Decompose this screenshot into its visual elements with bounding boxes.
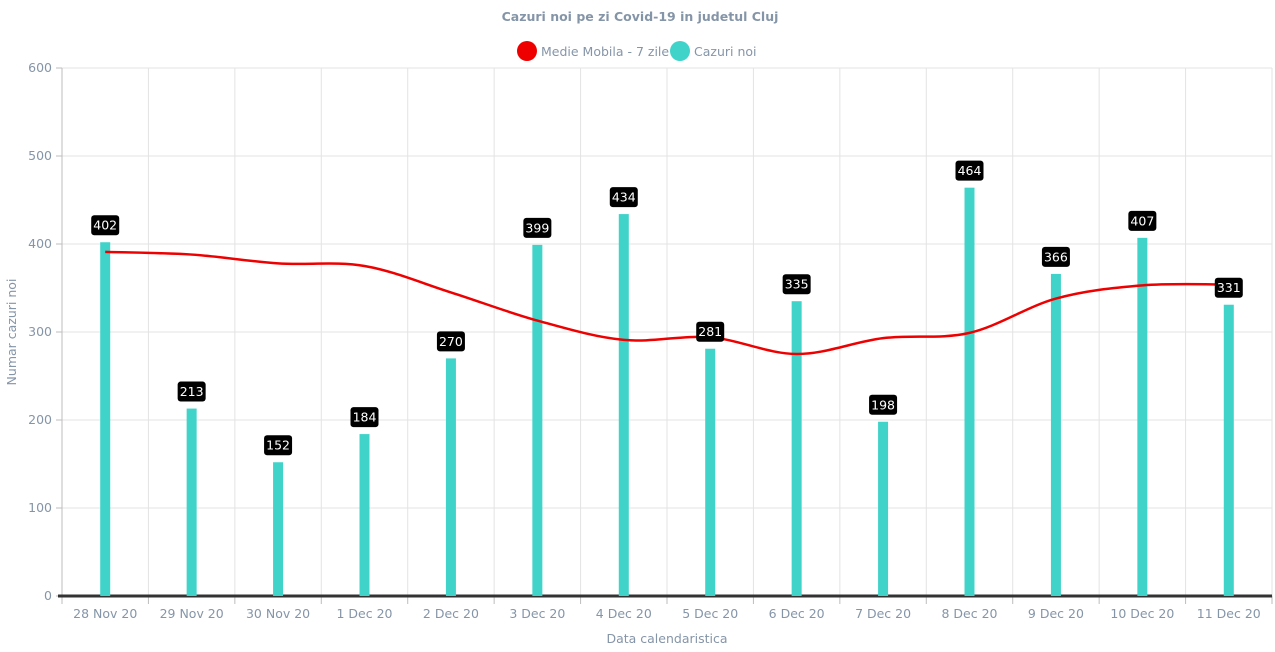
x-tick-label: 1 Dec 20: [337, 606, 393, 621]
data-label-text: 335: [785, 277, 809, 292]
data-label-box: [350, 407, 379, 428]
data-label-text: 366: [1044, 249, 1068, 264]
y-tick-label: 200: [28, 412, 52, 427]
data-label-text: 152: [266, 438, 290, 453]
data-label-text: 184: [353, 410, 377, 425]
bar[interactable]: [964, 187, 975, 596]
legend: Medie Mobila - 7 zile Cazuri noi: [517, 41, 757, 61]
bar[interactable]: [878, 421, 889, 596]
data-label-box: [177, 381, 206, 402]
data-label-text: 331: [1217, 280, 1241, 295]
x-axis-title: Data calendaristica: [606, 631, 727, 646]
y-tick-label: 600: [28, 60, 52, 75]
x-tick-label: 4 Dec 20: [596, 606, 652, 621]
x-tick-label: 5 Dec 20: [682, 606, 738, 621]
data-labels: 402 213 152 184 270 399 434 281 335 198 464 366 407 3…: [91, 160, 1243, 456]
bar[interactable]: [705, 348, 716, 596]
y-axis-ticks: 0 100 200 300 400 500 600: [28, 60, 52, 603]
bar-series: [100, 187, 1234, 597]
data-label-box: [782, 274, 811, 295]
data-label-text: 464: [958, 163, 982, 178]
y-tick-label: 300: [28, 324, 52, 339]
bar[interactable]: [791, 301, 802, 596]
x-tick-label: 10 Dec 20: [1110, 606, 1174, 621]
y-tick-label: 500: [28, 148, 52, 163]
legend-label-new-cases: Cazuri noi: [694, 44, 757, 59]
data-label-box: [869, 394, 898, 415]
data-label-box: [1041, 246, 1070, 267]
data-label: 270: [436, 331, 465, 352]
data-label: 152: [264, 435, 293, 456]
data-label: 434: [609, 187, 638, 208]
x-tick-label: 9 Dec 20: [1028, 606, 1084, 621]
data-label: 402: [91, 215, 120, 236]
bar[interactable]: [1050, 273, 1061, 596]
x-axis-ticks: 28 Nov 20 29 Nov 20 30 Nov 20 1 Dec 20 2 Dec…: [73, 606, 1261, 621]
data-label: 281: [696, 321, 725, 342]
moving-average-line: [105, 250, 1229, 356]
legend-item-moving-average[interactable]: Medie Mobila - 7 zile: [517, 41, 669, 61]
x-tick-label: 8 Dec 20: [942, 606, 998, 621]
data-label: 464: [955, 160, 984, 181]
y-tick-label: 100: [28, 500, 52, 515]
x-tick-label: 11 Dec 20: [1197, 606, 1261, 621]
data-label-text: 213: [180, 384, 204, 399]
data-label-text: 434: [612, 190, 636, 205]
grid: [56, 67, 1273, 604]
bar[interactable]: [359, 434, 370, 596]
legend-marker-new-cases: [670, 41, 690, 61]
data-label: 331: [1214, 277, 1243, 298]
x-tick-label: 30 Nov 20: [246, 606, 310, 621]
data-label: 366: [1041, 246, 1070, 267]
bar[interactable]: [618, 214, 629, 596]
bar[interactable]: [100, 242, 111, 597]
y-tick-label: 0: [44, 588, 52, 603]
bar[interactable]: [273, 462, 284, 596]
data-label-box: [696, 321, 725, 342]
x-tick-label: 2 Dec 20: [423, 606, 479, 621]
data-label-box: [523, 217, 552, 238]
data-label: 407: [1128, 210, 1157, 231]
data-label-text: 402: [93, 218, 117, 233]
data-label: 213: [177, 381, 206, 402]
x-tick-label: 6 Dec 20: [769, 606, 825, 621]
bar[interactable]: [186, 408, 197, 596]
bar[interactable]: [1137, 237, 1148, 596]
data-label-box: [1128, 210, 1157, 231]
data-label: 399: [523, 217, 552, 238]
y-axis-title: Numar cazuri noi: [4, 279, 19, 386]
data-label-text: 407: [1130, 213, 1154, 228]
data-label-text: 399: [525, 220, 549, 235]
x-tick-label: 3 Dec 20: [509, 606, 565, 621]
data-label: 184: [350, 407, 379, 428]
bar[interactable]: [532, 244, 543, 596]
data-label-text: 198: [871, 397, 895, 412]
legend-label-moving-average: Medie Mobila - 7 zile: [541, 44, 669, 59]
bar[interactable]: [445, 358, 456, 596]
chart-title: Cazuri noi pe zi Covid-19 in judetul Clu…: [502, 9, 779, 24]
bar[interactable]: [1223, 304, 1234, 596]
data-label-box: [91, 215, 120, 236]
x-tick-label: 29 Nov 20: [160, 606, 224, 621]
data-label-box: [436, 331, 465, 352]
data-label-box: [1214, 277, 1243, 298]
data-label-box: [264, 435, 293, 456]
x-tick-label: 28 Nov 20: [73, 606, 137, 621]
legend-item-new-cases[interactable]: Cazuri noi: [670, 41, 757, 61]
data-label-box: [609, 187, 638, 208]
legend-marker-moving-average: [517, 41, 537, 61]
data-label: 198: [869, 394, 898, 415]
data-label-text: 281: [698, 324, 722, 339]
y-tick-label: 400: [28, 236, 52, 251]
data-label-box: [955, 160, 984, 181]
data-label: 335: [782, 274, 811, 295]
data-label-text: 270: [439, 334, 463, 349]
x-tick-label: 7 Dec 20: [855, 606, 911, 621]
